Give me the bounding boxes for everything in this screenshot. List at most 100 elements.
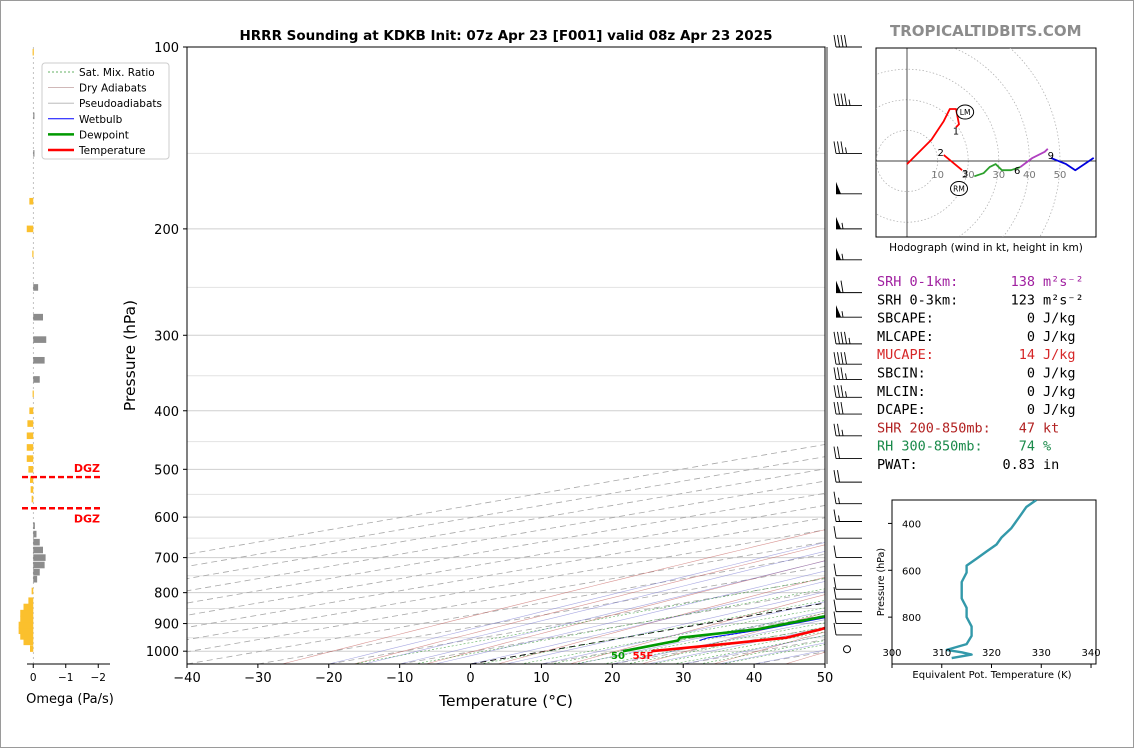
omega-bar — [20, 609, 34, 617]
index-unit: m²s⁻² — [1043, 292, 1084, 308]
surface-temperature-label: 55F — [633, 651, 654, 662]
barb-half — [848, 99, 851, 106]
barb-flag — [836, 247, 841, 260]
mixing-ratio-line — [520, 607, 825, 664]
omega-bar — [33, 522, 35, 530]
barb-full — [837, 470, 840, 483]
theta-e-x-tick-label: 340 — [1081, 648, 1100, 659]
omega-bar — [32, 48, 34, 56]
skewt-axes: HRRR Sounding at KDKB Init: 07z Apr 23 [… — [121, 28, 833, 710]
wind-barbs — [826, 34, 862, 664]
dgz-label: DGZ — [74, 462, 100, 475]
index-value: 0 — [1027, 366, 1035, 382]
wind-barb — [833, 93, 862, 107]
theta-e-x-tick-label: 310 — [932, 648, 951, 659]
barb-full — [840, 34, 844, 48]
y-tick-label: 500 — [154, 463, 179, 478]
index-value: 0 — [1027, 402, 1035, 418]
wind-barb — [833, 526, 862, 539]
theta-e-x-tick-label: 300 — [882, 648, 901, 659]
barb-full — [837, 352, 840, 365]
omega-bar — [28, 597, 34, 605]
mixing-ratio-line — [479, 600, 825, 664]
index-value: 0 — [1027, 311, 1035, 327]
barb-half — [841, 222, 844, 229]
barb-full — [833, 491, 837, 504]
index-unit: J/kg — [1043, 347, 1076, 363]
wind-barb — [836, 216, 862, 230]
index-value: 0.83 — [1002, 457, 1035, 473]
wind-barb — [833, 577, 862, 590]
omega-bar — [26, 455, 34, 462]
mixing-ratio-line — [414, 588, 825, 664]
storm-motion-marker — [956, 104, 975, 120]
x-axis-label: Temperature (°C) — [438, 692, 573, 710]
barb-full — [833, 34, 837, 48]
barb-full — [837, 446, 840, 459]
storm-motion-label: LM — [960, 108, 971, 117]
dgz-label: DGZ — [74, 512, 100, 525]
pseudoadiabat — [364, 550, 825, 664]
index-label: MUCAPE: — [877, 347, 934, 363]
skewt-profiles: 50 55F — [611, 614, 825, 662]
wind-barb — [833, 622, 862, 636]
theta-e-panel: 300 310 320 330 340 400 600 800 Pressure (hPa) Eq… — [876, 499, 1101, 681]
omega-bar — [33, 546, 43, 554]
dry-adiabat — [425, 560, 825, 664]
index-label: SHR 200-850mb: — [877, 420, 991, 436]
index-unit: % — [1043, 439, 1051, 455]
omega-bar — [33, 575, 38, 583]
hodograph-height-label: 9 — [1048, 151, 1054, 162]
dewpoint-line — [622, 614, 825, 653]
index-value: 74 — [1019, 439, 1035, 455]
pseudoadiabat — [328, 542, 825, 664]
omega-bar — [33, 561, 45, 569]
omega-bar — [23, 603, 34, 611]
omega-bar — [33, 530, 37, 538]
barb-half — [845, 373, 847, 380]
index-label: SBCIN: — [877, 366, 926, 382]
legend-label: Dry Adiabats — [79, 83, 147, 95]
pseudoadiabat — [612, 619, 825, 664]
index-label: DCAPE: — [877, 402, 926, 418]
barb-half — [845, 391, 847, 398]
hodograph-trace — [943, 154, 963, 171]
hodograph-height-label: 6 — [1014, 166, 1020, 177]
omega-bar — [33, 336, 47, 343]
index-unit: in — [1043, 457, 1059, 473]
barb-full — [837, 401, 840, 415]
barb-full — [833, 93, 837, 106]
indices-panel: SRH 0-1km: 138 m²s⁻² SRH 0-3km: 123 m²s⁻² SBCA… — [877, 274, 1084, 473]
hodograph-trace — [1050, 157, 1095, 172]
y-axis-label: Pressure (hPa) — [121, 300, 139, 411]
barb-full — [837, 423, 840, 436]
barb-half — [838, 515, 840, 522]
barb-flag — [836, 305, 841, 318]
hodograph-panel: 10 20 30 40 50 12 3 6 9 LM RM Hodograph (wind in kt… — [875, 47, 1097, 254]
index-label: MLCAPE: — [877, 329, 934, 345]
omega-bar — [26, 225, 34, 233]
barb-full — [844, 331, 847, 344]
pseudoadiabat — [505, 591, 825, 664]
omega-bar — [33, 376, 40, 383]
wind-barb — [836, 280, 862, 294]
y-tick-label: 600 — [154, 511, 179, 526]
y-tick-label: 200 — [154, 223, 179, 238]
omega-bar — [32, 250, 34, 258]
wind-barb — [833, 446, 862, 460]
barb-full — [840, 331, 844, 344]
legend-label: Sat. Mix. Ratio — [79, 67, 155, 79]
y-tick-label: 900 — [154, 618, 179, 633]
barb-full — [833, 401, 837, 415]
barb-full — [833, 526, 837, 539]
x-tick-label: 0 — [466, 671, 474, 686]
index-label: SBCAPE: — [877, 311, 934, 327]
omega-bar — [20, 615, 34, 623]
hodograph-trace — [1019, 148, 1049, 168]
x-tick-label: 10 — [533, 671, 550, 686]
omega-tick-label: 0 — [30, 672, 37, 684]
chart-legend: Sat. Mix. Ratio Dry Adiabats Pseudoadiabat… — [41, 62, 170, 160]
barb-full — [844, 352, 847, 365]
omega-bar — [33, 313, 43, 321]
